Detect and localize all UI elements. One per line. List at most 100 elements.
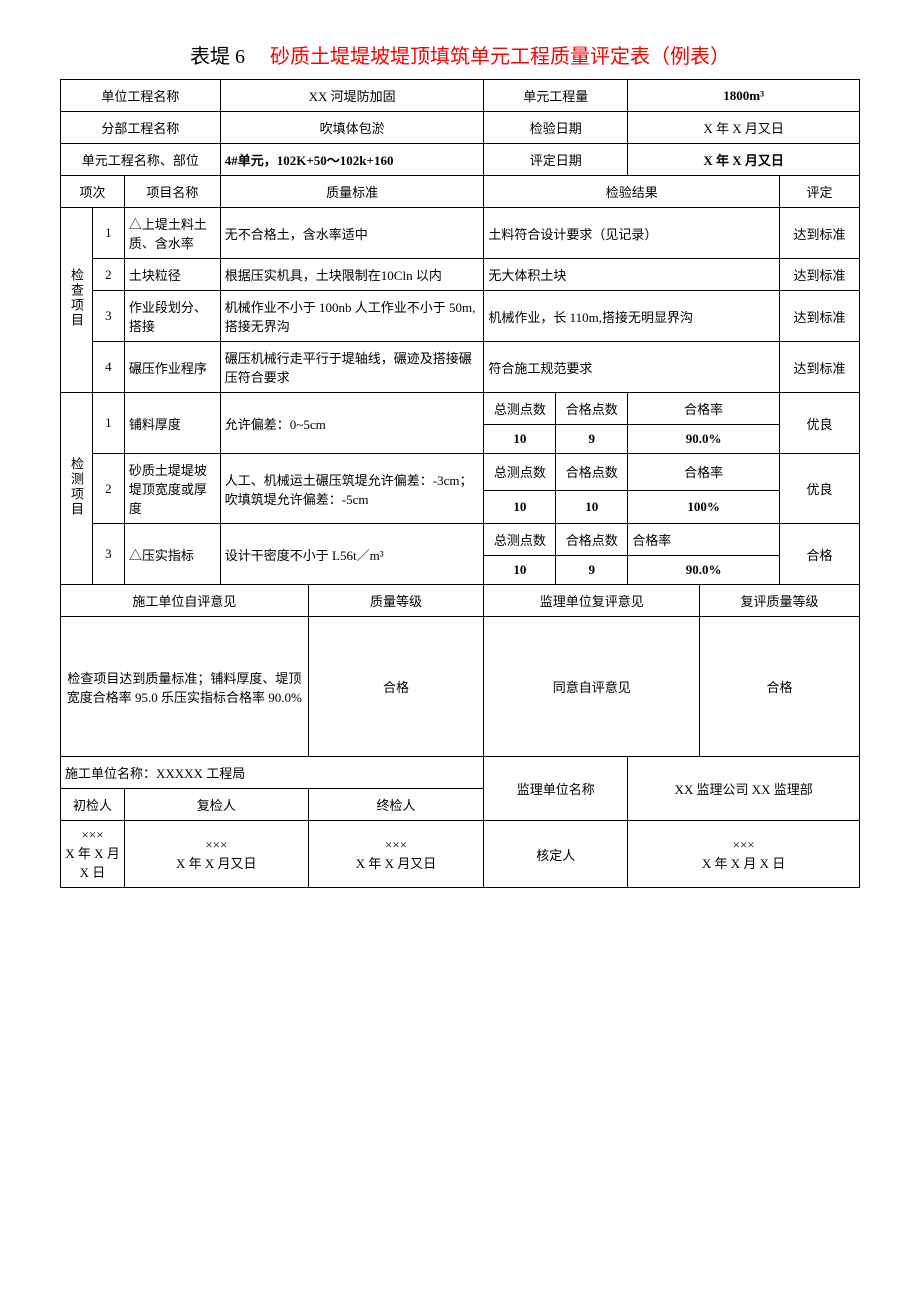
measure-3-pass: 9 bbox=[556, 556, 628, 585]
check-4-no: 4 bbox=[92, 342, 124, 393]
header-row-2: 分部工程名称 吹填体包淤 检验日期 X 年 X 月又日 bbox=[61, 112, 860, 144]
column-header-row: 项次 项目名称 质量标准 检验结果 评定 bbox=[61, 176, 860, 208]
check-3-no: 3 bbox=[92, 291, 124, 342]
signature-row: ××× X 年 X 月 X 日 ××× X 年 X 月又日 ××× X 年 X … bbox=[61, 821, 860, 888]
measure-2-eval: 优良 bbox=[780, 454, 860, 524]
unit-project-name-value: XX 河堤防加固 bbox=[220, 80, 484, 112]
check-section-label: 检查项目 bbox=[61, 208, 93, 393]
measure-2-name: 砂质土堤堤坡堤顶宽度或厚度 bbox=[124, 454, 220, 524]
measure-3-eval: 合格 bbox=[780, 524, 860, 585]
construct-unit-label: 施工单位名称：XXXXX 工程局 bbox=[61, 757, 484, 789]
measure-2-rate: 100% bbox=[628, 490, 780, 523]
check-row-3: 3 作业段划分、搭接 机械作业不小于 100nb 人工作业不小于 50m,搭接无… bbox=[61, 291, 860, 342]
quality-grade-value: 合格 bbox=[308, 617, 484, 757]
measure-3-pass-label: 合格点数 bbox=[556, 524, 628, 556]
supervise-unit-value: XX 监理公司 XX 监理部 bbox=[628, 757, 860, 821]
review-grade-value: 合格 bbox=[700, 617, 860, 757]
self-opinion-text: 检查项目达到质量标准；铺料厚度、堤顶宽度合格率 95.0 乐压实指标合格率 90… bbox=[61, 617, 309, 757]
eval-date-label: 评定日期 bbox=[484, 144, 628, 176]
unit-name-row: 施工单位名称：XXXXX 工程局 监理单位名称 XX 监理公司 XX 监理部 bbox=[61, 757, 860, 789]
col-name: 项目名称 bbox=[124, 176, 220, 208]
sub-project-name-label: 分部工程名称 bbox=[61, 112, 221, 144]
unit-project-name-label: 单位工程名称 bbox=[61, 80, 221, 112]
measure-1-pass-label: 合格点数 bbox=[556, 393, 628, 425]
re-check-label: 复检人 bbox=[124, 789, 308, 821]
measure-1-eval: 优良 bbox=[780, 393, 860, 454]
sig-1: ××× X 年 X 月 X 日 bbox=[61, 821, 125, 888]
measure-2-standard: 人工、机械运土碾压筑堤允许偏差：-3cm；吹填筑堤允许偏差：-5cm bbox=[220, 454, 484, 524]
measure-3-rate-label: 合格率 bbox=[628, 524, 780, 556]
check-1-eval: 达到标准 bbox=[780, 208, 860, 259]
measure-row-1a: 检测项目 1 铺料厚度 允许偏差：0~5cm 总测点数 合格点数 合格率 优良 bbox=[61, 393, 860, 425]
measure-1-pass: 9 bbox=[556, 425, 628, 454]
header-row-1: 单位工程名称 XX 河堤防加固 单元工程量 1800m³ bbox=[61, 80, 860, 112]
measure-3-no: 3 bbox=[92, 524, 124, 585]
measure-1-rate: 90.0% bbox=[628, 425, 780, 454]
unit-proj-part-value: 4#单元，102K+50～102k+160 bbox=[220, 144, 484, 176]
measure-1-standard: 允许偏差：0~5cm bbox=[220, 393, 484, 454]
check-4-standard: 碾压机械行走平行于堤轴线，碾迹及搭接碾压符合要求 bbox=[220, 342, 484, 393]
measure-1-total: 10 bbox=[484, 425, 556, 454]
unit-proj-part-label: 单元工程名称、部位 bbox=[61, 144, 221, 176]
measure-2-rate-label: 合格率 bbox=[628, 454, 780, 491]
check-1-standard: 无不合格土，含水率适中 bbox=[220, 208, 484, 259]
measure-section-label: 检测项目 bbox=[61, 393, 93, 585]
check-4-name: 碾压作业程序 bbox=[124, 342, 220, 393]
check-1-name: △上堤土料土质、含水率 bbox=[124, 208, 220, 259]
verify-label: 核定人 bbox=[484, 821, 628, 888]
evaluation-table: 单位工程名称 XX 河堤防加固 单元工程量 1800m³ 分部工程名称 吹填体包… bbox=[60, 79, 860, 888]
sig-3: ××× X 年 X 月又日 bbox=[308, 821, 484, 888]
check-4-eval: 达到标准 bbox=[780, 342, 860, 393]
document-title: 表堤 6 砂质土堤堤坡堤顶填筑单元工程质量评定表（例表） bbox=[60, 40, 860, 69]
check-3-name: 作业段划分、搭接 bbox=[124, 291, 220, 342]
check-4-result: 符合施工规范要求 bbox=[484, 342, 780, 393]
measure-row-2a: 2 砂质土堤堤坡堤顶宽度或厚度 人工、机械运土碾压筑堤允许偏差：-3cm；吹填筑… bbox=[61, 454, 860, 491]
check-2-eval: 达到标准 bbox=[780, 259, 860, 291]
measure-2-pass: 10 bbox=[556, 490, 628, 523]
review-opinion-text: 同意自评意见 bbox=[484, 617, 700, 757]
sig-2: ××× X 年 X 月又日 bbox=[124, 821, 308, 888]
col-seq: 项次 bbox=[61, 176, 125, 208]
opinion-content-row: 检查项目达到质量标准；铺料厚度、堤顶宽度合格率 95.0 乐压实指标合格率 90… bbox=[61, 617, 860, 757]
verify-sig: ××× X 年 X 月 X 日 bbox=[628, 821, 860, 888]
measure-3-total: 10 bbox=[484, 556, 556, 585]
measure-1-total-label: 总测点数 bbox=[484, 393, 556, 425]
header-row-3: 单元工程名称、部位 4#单元，102K+50～102k+160 评定日期 X 年… bbox=[61, 144, 860, 176]
col-result: 检验结果 bbox=[484, 176, 780, 208]
measure-1-name: 铺料厚度 bbox=[124, 393, 220, 454]
unit-quantity-value: 1800m³ bbox=[628, 80, 860, 112]
check-2-result: 无大体积土块 bbox=[484, 259, 780, 291]
check-3-result: 机械作业，长 110m,搭接无明显界沟 bbox=[484, 291, 780, 342]
check-2-name: 土块粒径 bbox=[124, 259, 220, 291]
opinion-header-row: 施工单位自评意见 质量等级 监理单位复评意见 复评质量等级 bbox=[61, 585, 860, 617]
quality-grade-label: 质量等级 bbox=[308, 585, 484, 617]
review-opinion-label: 监理单位复评意见 bbox=[484, 585, 700, 617]
check-1-result: 土料符合设计要求（见记录） bbox=[484, 208, 780, 259]
inspect-date-label: 检验日期 bbox=[484, 112, 628, 144]
check-2-no: 2 bbox=[92, 259, 124, 291]
eval-date-value: X 年 X 月又日 bbox=[628, 144, 860, 176]
inspect-date-value: X 年 X 月又日 bbox=[628, 112, 860, 144]
measure-2-total: 10 bbox=[484, 490, 556, 523]
check-3-standard: 机械作业不小于 100nb 人工作业不小于 50m,搭接无界沟 bbox=[220, 291, 484, 342]
unit-quantity-label: 单元工程量 bbox=[484, 80, 628, 112]
measure-3-rate: 90.0% bbox=[628, 556, 780, 585]
check-3-eval: 达到标准 bbox=[780, 291, 860, 342]
measure-2-no: 2 bbox=[92, 454, 124, 524]
check-2-standard: 根据压实机具，土块限制在10Cln 以内 bbox=[220, 259, 484, 291]
supervise-unit-label: 监理单位名称 bbox=[484, 757, 628, 821]
check-row-2: 2 土块粒径 根据压实机具，土块限制在10Cln 以内 无大体积土块 达到标准 bbox=[61, 259, 860, 291]
title-main: 砂质土堤堤坡堤顶填筑单元工程质量评定表（例表） bbox=[270, 46, 730, 68]
first-check-label: 初检人 bbox=[61, 789, 125, 821]
measure-2-pass-label: 合格点数 bbox=[556, 454, 628, 491]
self-opinion-label: 施工单位自评意见 bbox=[61, 585, 309, 617]
check-1-no: 1 bbox=[92, 208, 124, 259]
review-grade-label: 复评质量等级 bbox=[700, 585, 860, 617]
measure-3-total-label: 总测点数 bbox=[484, 524, 556, 556]
title-prefix: 表堤 6 bbox=[190, 46, 245, 68]
measure-3-name: △压实指标 bbox=[124, 524, 220, 585]
sub-project-name-value: 吹填体包淤 bbox=[220, 112, 484, 144]
final-check-label: 终检人 bbox=[308, 789, 484, 821]
check-row-4: 4 碾压作业程序 碾压机械行走平行于堤轴线，碾迹及搭接碾压符合要求 符合施工规范… bbox=[61, 342, 860, 393]
col-eval: 评定 bbox=[780, 176, 860, 208]
